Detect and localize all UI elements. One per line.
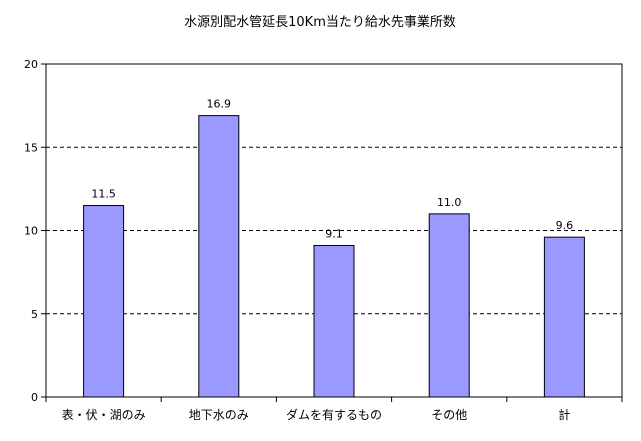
x-tick-label: 表・伏・湖のみ — [62, 407, 146, 422]
bar — [313, 244, 355, 398]
data-label: 16.9 — [207, 98, 232, 111]
x-tick-label: ダムを有するもの — [286, 407, 382, 422]
data-label: 11.5 — [91, 188, 116, 201]
x-tick-label: 計 — [558, 407, 570, 422]
bar — [543, 236, 585, 398]
plot-area-border — [45, 63, 623, 398]
y-tick-label: 0 — [31, 391, 38, 404]
y-tick-label: 20 — [24, 58, 38, 71]
bars — [83, 115, 585, 398]
axes — [41, 63, 623, 402]
y-tick-label: 15 — [24, 141, 38, 154]
bar — [198, 115, 240, 398]
data-label: 9.1 — [325, 227, 343, 240]
x-tick-label: その他 — [431, 408, 467, 422]
chart-title: 水源別配水管延長10Km当たり給水先事業所数 — [184, 14, 456, 30]
bar — [428, 213, 470, 398]
x-tick-label: 地下水のみ — [189, 408, 249, 422]
y-tick-label: 5 — [31, 308, 38, 321]
data-label: 11.0 — [437, 196, 462, 209]
y-tick-label: 10 — [24, 225, 38, 238]
bar — [83, 205, 125, 398]
labels: 0 5 10 15 20 11.5 表・伏・湖のみ 16.9 地下水のみ 9.1 ダムを有するもの 1… — [24, 58, 573, 422]
data-label: 9.6 — [556, 219, 574, 232]
